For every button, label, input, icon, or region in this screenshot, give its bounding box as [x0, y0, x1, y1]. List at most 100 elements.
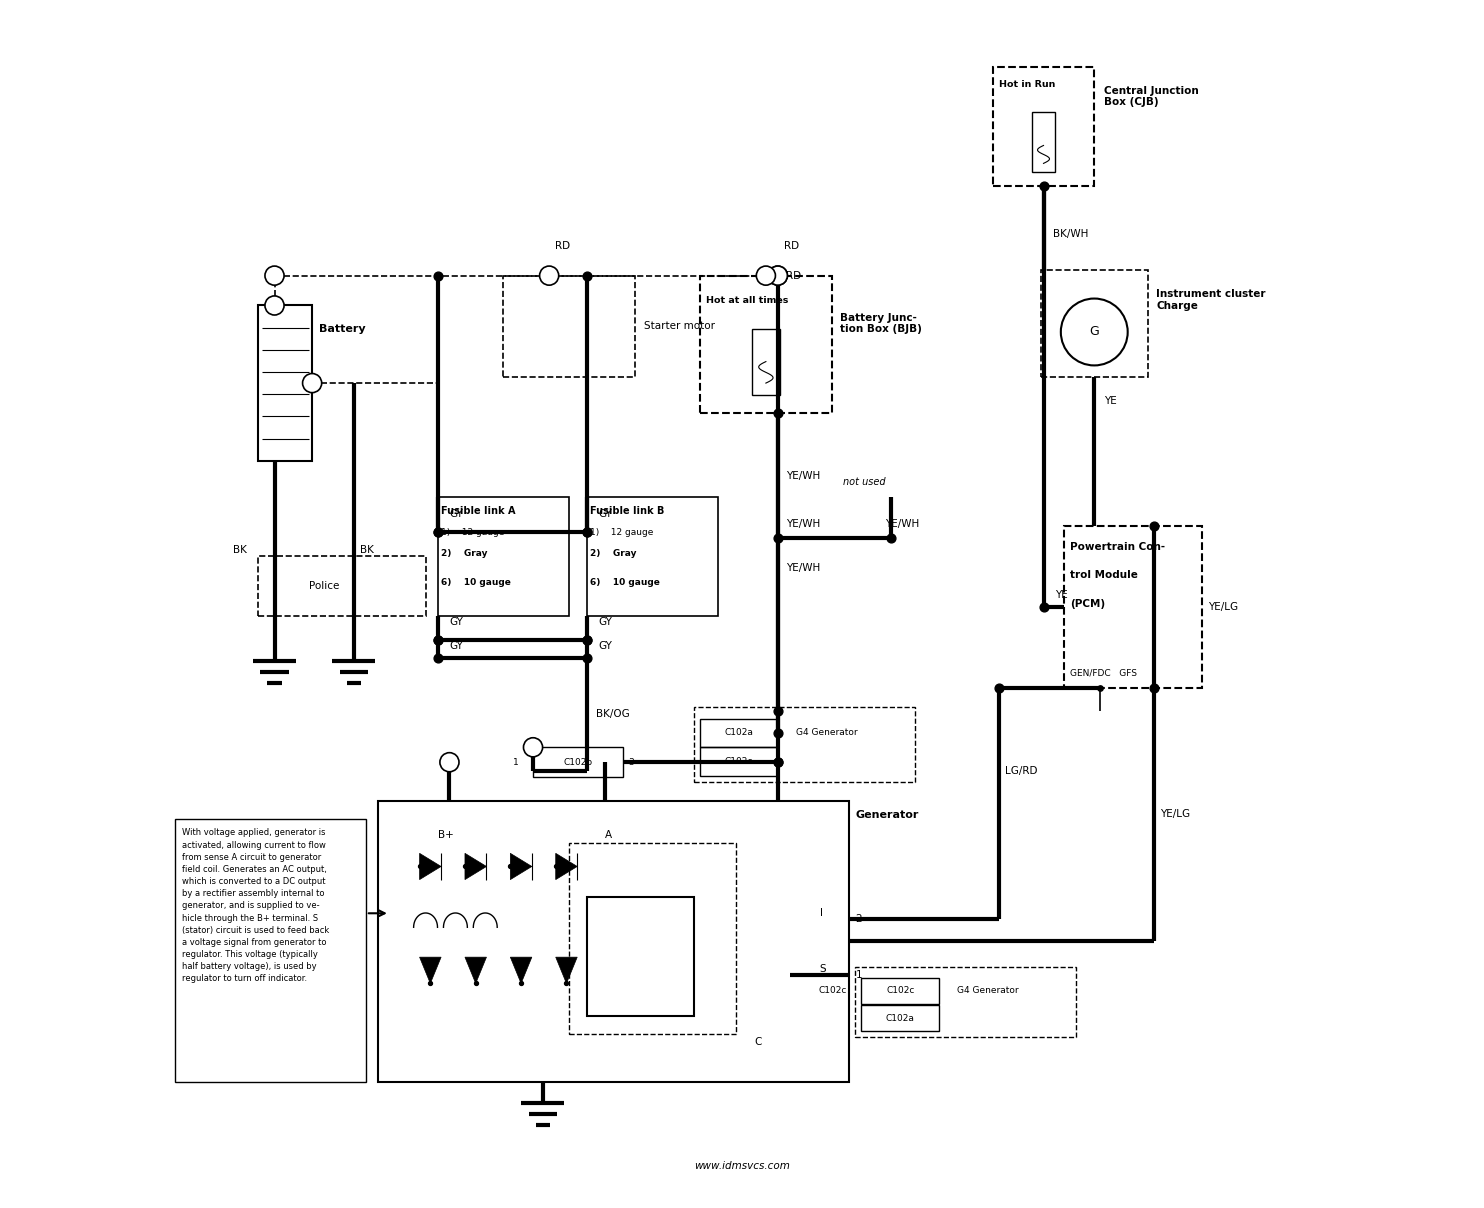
Point: [766, 529, 789, 548]
Bar: [1031, 112, 1055, 172]
Polygon shape: [420, 957, 441, 983]
Text: Battery: Battery: [319, 324, 367, 333]
Text: www.idmsvcs.com: www.idmsvcs.com: [695, 1161, 789, 1172]
Text: GEN/FDC   GFS: GEN/FDC GFS: [1070, 669, 1137, 678]
Bar: [1040, 269, 1149, 377]
Point: [574, 266, 598, 285]
Text: C102c: C102c: [886, 987, 914, 995]
Circle shape: [266, 266, 283, 285]
Point: [1031, 176, 1055, 196]
Text: BK: BK: [361, 545, 374, 556]
Circle shape: [524, 738, 543, 757]
Bar: [378, 801, 849, 1081]
Text: 1)    12 gauge: 1) 12 gauge: [441, 528, 505, 536]
Text: C: C: [754, 1036, 761, 1047]
Point: [766, 702, 789, 721]
Bar: [586, 896, 695, 1016]
Text: B+: B+: [438, 830, 453, 840]
Text: GY: GY: [450, 617, 463, 627]
Text: C102b: C102b: [564, 757, 592, 767]
Polygon shape: [420, 853, 441, 879]
Text: 1: 1: [513, 757, 519, 767]
Text: C102c: C102c: [819, 987, 847, 995]
Bar: [586, 496, 718, 616]
Point: [574, 631, 598, 650]
Bar: [175, 819, 367, 1081]
Point: [537, 266, 561, 285]
Text: GY: GY: [598, 640, 613, 651]
Text: I: I: [819, 908, 822, 918]
Text: YE/LG: YE/LG: [1208, 602, 1238, 612]
Point: [408, 856, 432, 876]
Point: [766, 753, 789, 772]
Point: [766, 753, 789, 772]
Text: YE: YE: [1055, 590, 1068, 600]
Point: [1031, 597, 1055, 616]
Circle shape: [540, 266, 558, 285]
Bar: [695, 707, 916, 782]
Point: [766, 266, 789, 285]
Text: Generator: Generator: [855, 811, 919, 820]
Point: [574, 523, 598, 542]
Circle shape: [266, 296, 283, 315]
Point: [499, 856, 522, 876]
Bar: [533, 748, 623, 777]
Text: RD: RD: [784, 240, 798, 251]
Text: not used: not used: [843, 477, 886, 487]
Text: C102a: C102a: [886, 1014, 914, 1023]
Text: Hot in Run: Hot in Run: [999, 80, 1055, 89]
Point: [418, 974, 442, 993]
Bar: [503, 275, 635, 377]
Bar: [568, 843, 736, 1034]
Text: 2)    Gray: 2) Gray: [591, 550, 637, 558]
Circle shape: [439, 753, 459, 772]
Bar: [258, 556, 426, 616]
Text: G4 Generator: G4 Generator: [957, 987, 1018, 995]
Text: BK/WH: BK/WH: [1054, 228, 1088, 239]
Text: G4 Generator: G4 Generator: [795, 728, 858, 737]
Text: BK/OG: BK/OG: [597, 709, 631, 720]
Circle shape: [757, 266, 776, 285]
Point: [987, 678, 1011, 697]
Point: [574, 647, 598, 667]
Point: [766, 266, 789, 285]
Polygon shape: [464, 853, 487, 879]
Bar: [438, 496, 568, 616]
Text: Fusible link B: Fusible link B: [591, 506, 665, 516]
Polygon shape: [555, 957, 577, 983]
Bar: [751, 330, 781, 395]
Point: [574, 523, 598, 542]
Text: Powertrain Con-: Powertrain Con-: [1070, 542, 1165, 552]
Point: [574, 631, 598, 650]
Text: trol Module: trol Module: [1070, 570, 1138, 580]
Text: LG/RD: LG/RD: [1005, 766, 1037, 777]
Point: [880, 529, 904, 548]
Bar: [861, 1005, 939, 1032]
Point: [464, 974, 488, 993]
Text: Hot at all times: Hot at all times: [706, 296, 788, 304]
Bar: [258, 306, 312, 460]
Point: [766, 724, 789, 743]
Point: [426, 523, 450, 542]
Polygon shape: [555, 853, 577, 879]
Text: GY: GY: [598, 617, 613, 627]
Text: 3: 3: [629, 757, 634, 767]
Text: GY: GY: [450, 510, 463, 519]
Bar: [700, 719, 778, 748]
Text: With voltage applied, generator is
activated, allowing current to flow
from sens: With voltage applied, generator is activ…: [183, 829, 329, 983]
Text: 6)    10 gauge: 6) 10 gauge: [591, 577, 660, 587]
Text: C102a: C102a: [724, 728, 754, 737]
Text: C102c: C102c: [724, 757, 754, 766]
Circle shape: [303, 373, 322, 393]
Point: [1143, 678, 1166, 697]
Text: YE/WH: YE/WH: [787, 519, 821, 529]
Text: (PCM): (PCM): [1070, 599, 1106, 609]
Text: 2)    Gray: 2) Gray: [441, 550, 488, 558]
Circle shape: [769, 266, 788, 285]
Bar: [861, 977, 939, 1004]
Text: BK: BK: [233, 545, 246, 556]
Point: [766, 403, 789, 423]
Polygon shape: [510, 853, 531, 879]
Text: YE/WH: YE/WH: [787, 563, 821, 573]
Bar: [700, 275, 831, 413]
